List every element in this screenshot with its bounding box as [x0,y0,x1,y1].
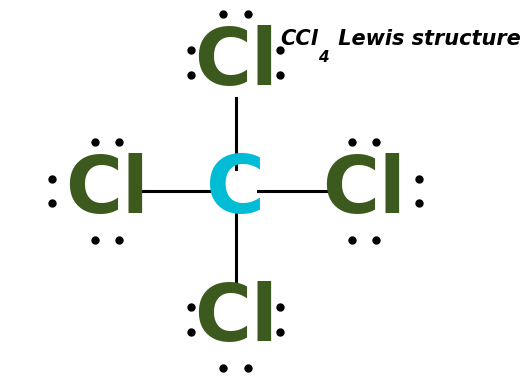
Text: Cl: Cl [194,24,277,100]
Text: 4: 4 [317,50,328,65]
Text: Cl: Cl [322,153,406,229]
Text: CCl: CCl [280,29,318,49]
Text: Lewis structure: Lewis structure [331,29,520,49]
Text: Cl: Cl [194,282,277,358]
Text: C: C [206,152,265,230]
Text: Cl: Cl [65,153,149,229]
